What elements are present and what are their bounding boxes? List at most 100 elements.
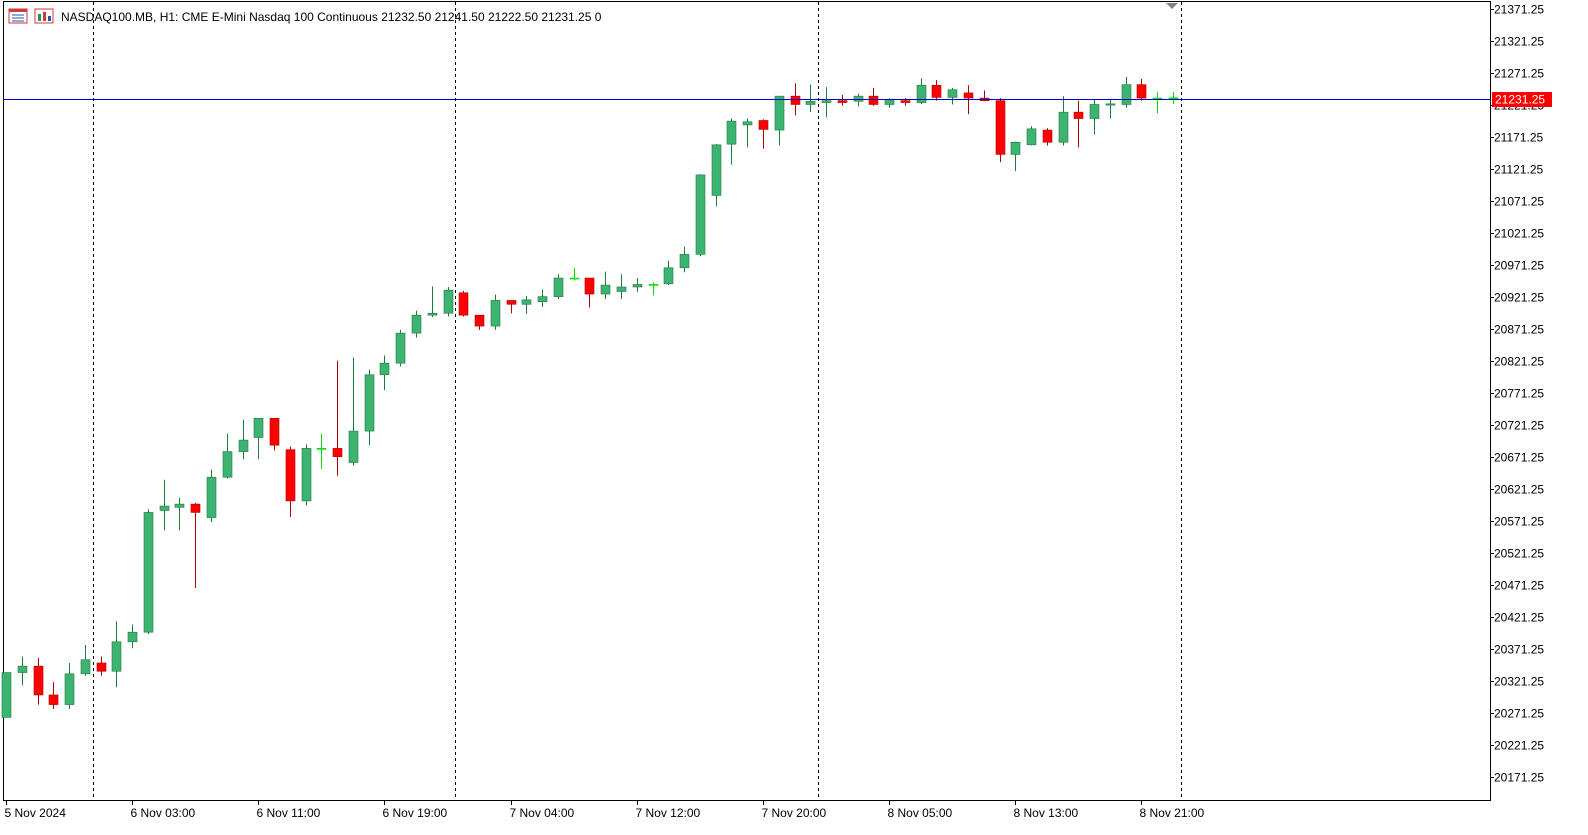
candle	[17, 656, 28, 686]
candle-body	[711, 144, 722, 196]
candle-body	[947, 89, 958, 98]
candle	[301, 444, 312, 506]
candle-body	[1121, 84, 1132, 105]
current-price-label: 21231.25	[1495, 93, 1545, 107]
candle	[569, 267, 580, 281]
candle-body	[443, 289, 454, 314]
price-tick-label: 20321.25	[1494, 675, 1544, 689]
candle	[1073, 100, 1084, 148]
price-tick-label: 20171.25	[1494, 771, 1544, 785]
candle-body	[206, 476, 217, 518]
price-tick-label: 20471.25	[1494, 579, 1544, 593]
candle	[537, 289, 548, 307]
candle	[490, 294, 501, 330]
candle-body	[143, 512, 154, 633]
candle	[411, 310, 422, 338]
chart-properties-icon[interactable]	[34, 8, 54, 24]
candle-body	[1136, 84, 1147, 99]
candle	[995, 98, 1006, 163]
candle-body	[837, 100, 848, 103]
candle	[1121, 76, 1132, 108]
price-tick-label: 20571.25	[1494, 515, 1544, 529]
candle-body	[553, 277, 564, 297]
chart-window-icon[interactable]	[8, 8, 28, 24]
price-tick-label: 21121.25	[1494, 163, 1543, 177]
candle	[332, 360, 343, 476]
candle	[805, 84, 816, 113]
time-tick-label: 7 Nov 20:00	[762, 806, 827, 820]
price-tick-label: 20521.25	[1494, 547, 1544, 561]
time-tick-label: 6 Nov 11:00	[257, 806, 321, 820]
candle	[1010, 141, 1021, 172]
time-tick-label: 5 Nov 2024	[5, 806, 67, 820]
candle	[143, 509, 154, 635]
candle-body	[1010, 141, 1021, 155]
candle-body	[663, 267, 674, 285]
candle-body	[48, 694, 59, 705]
candle-body	[1, 672, 12, 718]
candle-body	[616, 286, 627, 292]
price-tick-label: 20671.25	[1494, 451, 1544, 465]
price-tick-label: 20921.25	[1494, 291, 1544, 305]
time-tick-label: 7 Nov 12:00	[636, 806, 701, 820]
candle-body	[726, 120, 737, 145]
candle	[427, 286, 438, 318]
candle-body	[17, 665, 28, 673]
candle-body	[884, 99, 895, 105]
candle-body	[395, 332, 406, 364]
price-tick-label: 21371.25	[1494, 3, 1544, 17]
candlestick-series	[1, 76, 1179, 718]
price-tick-label: 20721.25	[1494, 419, 1544, 433]
candle	[1042, 128, 1053, 146]
candle-body	[474, 314, 485, 327]
candle-body	[931, 84, 942, 98]
candle-body	[427, 312, 438, 316]
current-price-tag: 21231.25	[1492, 92, 1552, 107]
candle	[506, 300, 517, 314]
candle	[285, 446, 296, 517]
candle	[1089, 99, 1100, 135]
candle	[837, 94, 848, 106]
price-tick-label: 21271.25	[1494, 67, 1544, 81]
candle-body	[1152, 97, 1163, 100]
candle	[695, 174, 706, 257]
candle-body	[269, 417, 280, 446]
candle-body	[916, 84, 927, 103]
candle	[553, 274, 564, 300]
candle-body	[174, 503, 185, 508]
time-tick-label: 6 Nov 19:00	[383, 806, 448, 820]
price-tick-label: 20871.25	[1494, 323, 1544, 337]
candle-body	[285, 449, 296, 502]
candle-body	[364, 374, 375, 432]
candle	[474, 314, 485, 330]
candle-body	[379, 362, 390, 376]
candle-body	[111, 641, 122, 672]
candle-body	[506, 300, 517, 305]
candle-body	[963, 92, 974, 99]
candle-body	[316, 448, 327, 450]
price-tick-label: 20621.25	[1494, 483, 1544, 497]
time-tick-label: 6 Nov 03:00	[131, 806, 196, 820]
candle-body	[1089, 104, 1100, 119]
candle-body	[1105, 103, 1116, 106]
candle	[1168, 91, 1179, 105]
timeframe-label: H1:	[160, 10, 179, 24]
candle-body	[853, 95, 864, 102]
candle	[253, 417, 264, 460]
candle-body	[600, 284, 611, 295]
time-tick-label: 8 Nov 21:00	[1140, 806, 1205, 820]
shift-marker-icon[interactable]	[1166, 3, 1178, 9]
price-tick-label: 20971.25	[1494, 259, 1544, 273]
candle-body	[758, 120, 769, 130]
price-tick-label: 20771.25	[1494, 387, 1544, 401]
price-tick-label: 21021.25	[1494, 227, 1544, 241]
candle-body	[742, 121, 753, 126]
candle	[222, 433, 233, 479]
price-axis[interactable]: 21371.2521321.2521271.2521221.2521171.25…	[1490, 3, 1544, 785]
time-axis[interactable]: 5 Nov 2024 6 Nov 03:00 6 Nov 11:00 6 Nov 19…	[5, 800, 1205, 820]
symbol-description: CME E-Mini Nasdaq 100 Continuous	[182, 10, 378, 24]
candle	[159, 479, 170, 531]
candle	[190, 502, 201, 589]
candle-body	[1168, 97, 1179, 100]
